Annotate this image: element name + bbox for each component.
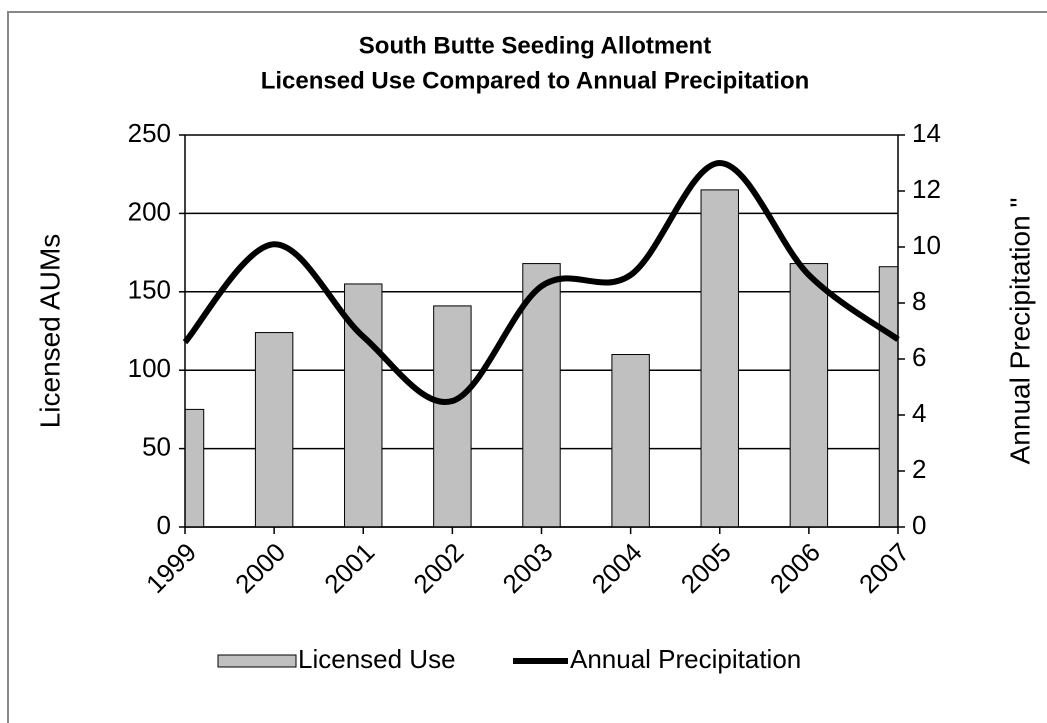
y2-tick-label: 10	[912, 230, 941, 260]
legend-label: Annual Precipitation	[570, 644, 801, 674]
chart-title: Licensed Use Compared to Annual Precipit…	[261, 67, 810, 94]
bar	[611, 354, 650, 527]
bar	[254, 332, 294, 527]
y2-tick-label: 14	[912, 118, 941, 148]
bar	[789, 263, 829, 527]
legend-label: Licensed Use	[298, 644, 456, 674]
line	[182, 160, 900, 405]
y-tick-label: 150	[128, 275, 171, 305]
legend-swatch	[217, 654, 297, 668]
y2-tick-label: 0	[912, 510, 926, 540]
y-tick-label: 100	[128, 353, 171, 383]
y-tick-label: 200	[128, 196, 171, 226]
y2-tick-label: 12	[912, 174, 941, 204]
y2-tick-label: 6	[912, 342, 926, 372]
y-axis-label: Licensed AUMs	[34, 234, 65, 429]
y2-tick-label: 2	[912, 454, 926, 484]
y2-tick-label: 8	[912, 286, 926, 316]
bar	[700, 189, 739, 527]
bar	[522, 263, 561, 527]
y2-tick-label: 4	[912, 398, 926, 428]
chart-title: South Butte Seeding Allotment	[359, 32, 711, 59]
y-tick-label: 50	[142, 431, 171, 461]
y-tick-label: 250	[128, 118, 171, 148]
y2-axis-label: Annual Precipitation "	[1004, 198, 1035, 465]
y-tick-label: 0	[157, 510, 171, 540]
bar	[433, 305, 472, 527]
